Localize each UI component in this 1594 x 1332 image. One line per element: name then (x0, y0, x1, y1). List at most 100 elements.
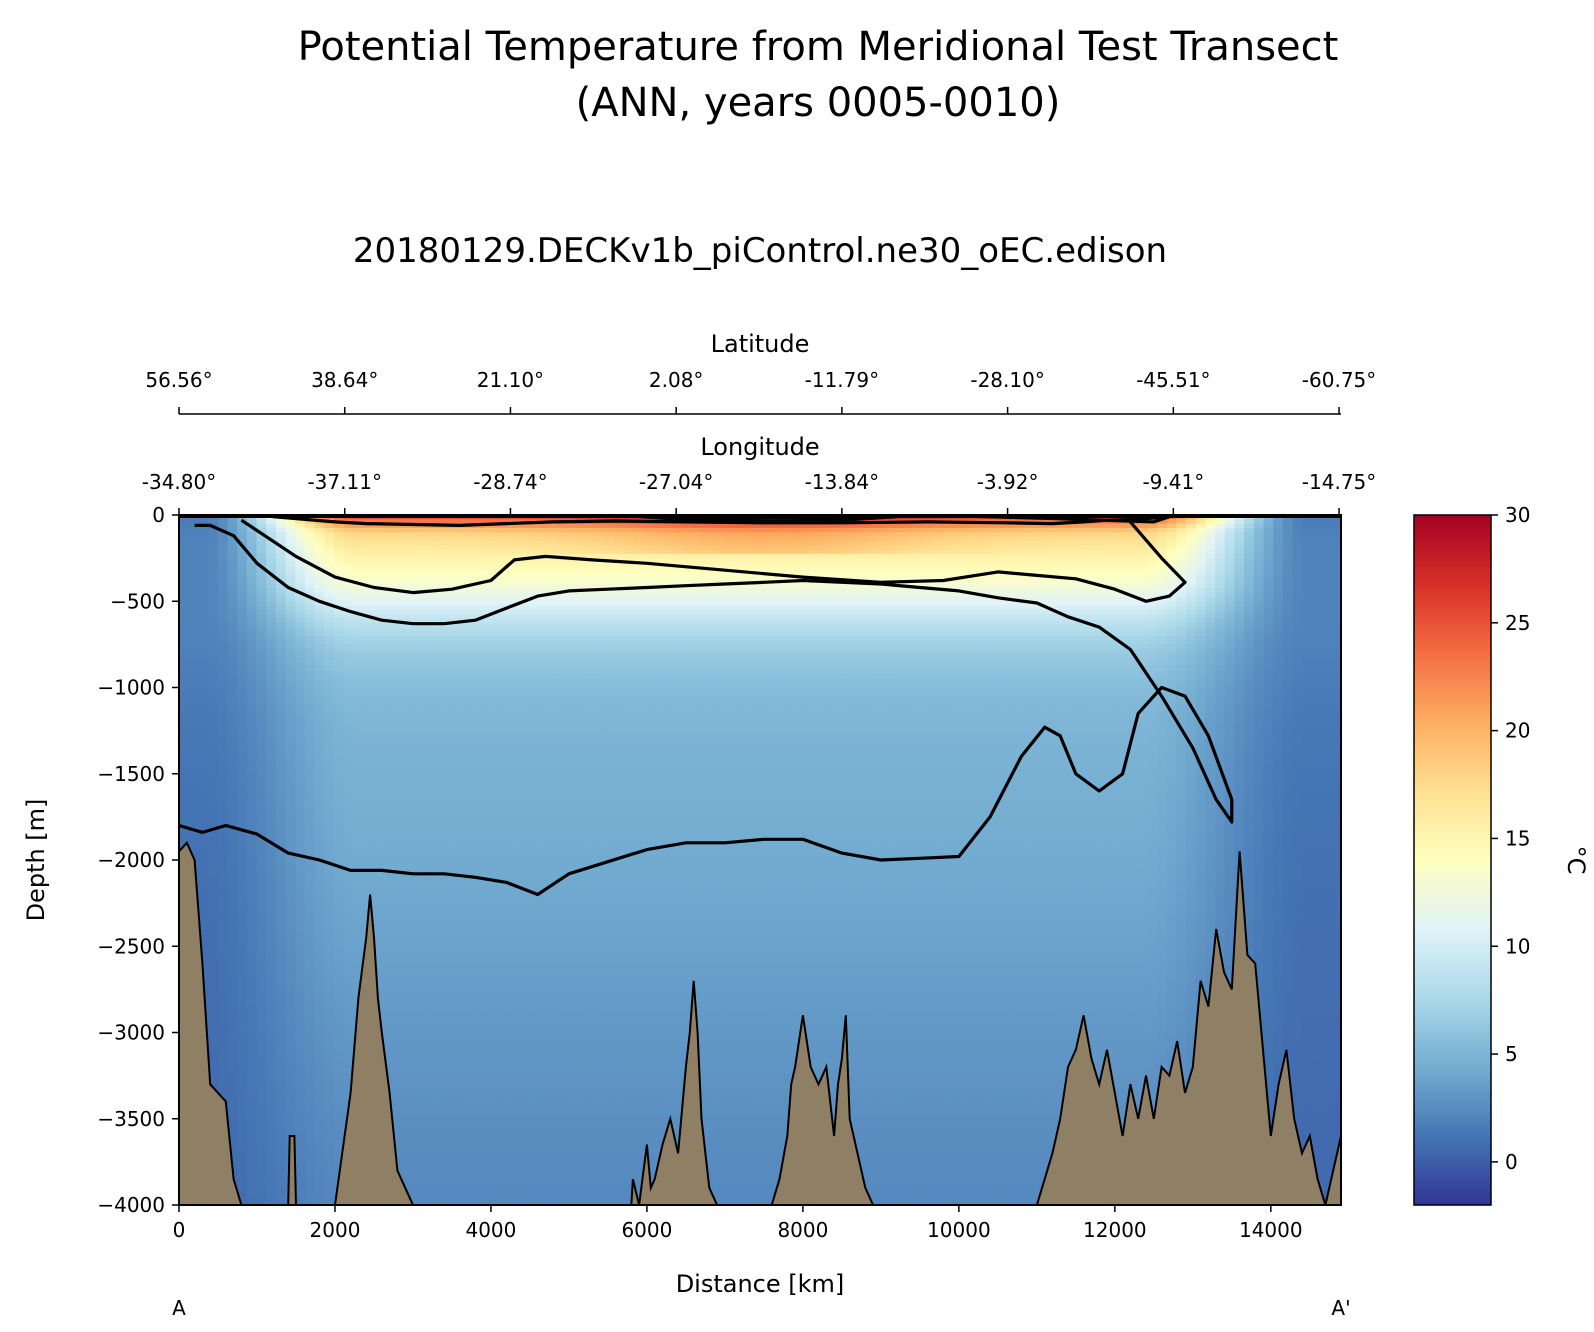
field-cell (295, 536, 306, 542)
field-cell (779, 609, 790, 615)
field-cell (362, 558, 374, 564)
field-cell (411, 644, 422, 650)
field-cell (285, 540, 296, 546)
field-cell (517, 622, 529, 628)
field-cell (411, 545, 422, 551)
field-cell (227, 691, 238, 697)
field-cell (421, 532, 432, 538)
field-cell (1234, 549, 1245, 555)
field-cell (866, 527, 877, 533)
field-cell (1244, 558, 1255, 564)
field-cell (527, 653, 538, 658)
field-cell (885, 562, 897, 568)
field-cell (1031, 566, 1042, 572)
field-cell (847, 614, 858, 620)
field-cell (440, 566, 451, 572)
field-cell (362, 536, 374, 542)
field-cell (953, 648, 964, 654)
field-cell (217, 523, 229, 529)
field-cell (430, 566, 442, 572)
field-cell (237, 588, 248, 594)
field-cell (1011, 614, 1023, 620)
field-cell (508, 665, 519, 671)
field-cell (585, 536, 596, 542)
field-cell (953, 661, 964, 667)
field-cell (837, 683, 848, 689)
field-cell (837, 575, 848, 581)
field-cell (266, 540, 277, 546)
field-cell (1302, 584, 1313, 589)
field-cell (992, 592, 1003, 598)
field-cell (1166, 683, 1177, 689)
field-cell (643, 622, 655, 628)
field-cell (672, 605, 684, 611)
field-cell (943, 609, 955, 615)
field-cell (479, 640, 490, 645)
field-cell (1098, 674, 1110, 680)
field-cell (1253, 653, 1265, 658)
field-cell (1089, 523, 1100, 529)
field-cell (362, 605, 374, 611)
field-cell (973, 588, 984, 594)
field-cell (1079, 627, 1090, 633)
field-cell (779, 640, 790, 645)
field-cell (508, 545, 519, 551)
field-cell (1176, 618, 1187, 624)
field-cell (789, 536, 800, 542)
field-cell (556, 648, 567, 654)
field-cell (285, 571, 296, 576)
field-cell (450, 596, 461, 602)
field-cell (1031, 523, 1042, 529)
field-cell (730, 635, 742, 641)
field-cell (1341, 688, 1351, 693)
field-cell (285, 631, 296, 637)
field-cell (546, 670, 558, 676)
field-cell (450, 691, 461, 697)
field-cell (750, 640, 761, 645)
field-cell (392, 579, 403, 585)
field-cell (498, 592, 509, 598)
field-cell (982, 614, 993, 620)
field-cell (256, 687, 267, 693)
field-cell (730, 644, 742, 650)
field-cell (556, 674, 567, 680)
field-cell (576, 575, 587, 581)
field-cell (314, 545, 325, 551)
field-cell (392, 536, 403, 542)
field-cell (392, 592, 403, 598)
field-cell (876, 631, 887, 637)
field-cell (333, 523, 345, 529)
field-cell (1108, 653, 1119, 658)
field-cell (701, 579, 713, 585)
field-cell (740, 640, 751, 645)
field-cell (450, 674, 461, 680)
field-cell (1195, 635, 1207, 641)
field-cell (1311, 519, 1323, 525)
field-cell (217, 631, 229, 637)
field-cell (701, 540, 713, 546)
field-cell (488, 670, 500, 676)
field-cell (653, 596, 664, 602)
field-cell (198, 579, 209, 585)
field-cell (653, 635, 664, 641)
field-cell (866, 562, 877, 568)
field-cell (304, 549, 316, 555)
field-cell (314, 571, 325, 576)
field-cell (973, 661, 984, 667)
field-cell (1127, 618, 1139, 624)
field-cell (595, 532, 606, 538)
field-cell (1205, 631, 1216, 637)
field-cell (459, 588, 471, 594)
field-cell (634, 640, 645, 645)
field-cell (353, 566, 364, 572)
field-cell (701, 532, 713, 538)
field-cell (953, 558, 964, 564)
field-cell (1118, 653, 1129, 658)
field-cell (392, 635, 403, 641)
field-cell (847, 670, 858, 676)
field-cell (711, 661, 722, 667)
field-cell (643, 627, 655, 633)
field-cell (1273, 640, 1284, 645)
field-cell (866, 571, 877, 576)
field-cell (750, 558, 761, 564)
